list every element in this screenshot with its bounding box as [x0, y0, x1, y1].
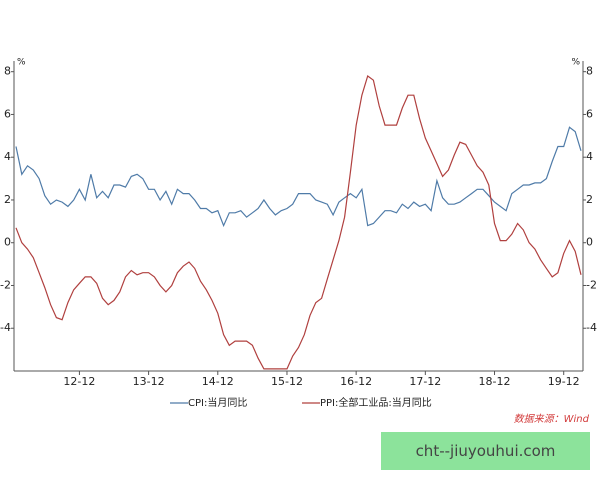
- x-tick-label: 18-12: [479, 375, 511, 388]
- y2-tick-label: 4: [586, 150, 593, 163]
- y-tick-label: 0: [4, 236, 11, 249]
- y2-unit: %: [571, 58, 580, 68]
- legend-label: PPI:全部工业品:当月同比: [320, 396, 432, 409]
- series-line: [15, 75, 582, 370]
- x-tick-label: 16-12: [340, 375, 372, 388]
- source-note: 数据来源：Wind: [514, 413, 590, 425]
- y-unit: %: [17, 58, 26, 68]
- x-tick-label: 15-12: [271, 375, 303, 388]
- y2-tick-label: 2: [586, 193, 593, 206]
- y-tick-label: 2: [4, 193, 11, 206]
- y2-tick-label: 8: [586, 65, 593, 78]
- y2-tick-label: 6: [586, 107, 593, 120]
- series-line: [15, 126, 582, 228]
- watermark: cht--jiuyouhui.com: [381, 432, 590, 470]
- y-tick-label: -2: [0, 278, 11, 291]
- y2-tick-label: 0: [586, 236, 593, 249]
- y2-tick-label: -4: [586, 321, 597, 334]
- y-tick-label: 6: [4, 107, 11, 120]
- y-tick-label: -4: [0, 321, 11, 334]
- x-tick-label: 14-12: [202, 375, 234, 388]
- y-tick-label: 8: [4, 65, 11, 78]
- y-tick-label: 4: [4, 150, 11, 163]
- x-tick-label: 17-12: [409, 375, 441, 388]
- y2-tick-label: -2: [586, 278, 597, 291]
- x-tick-label: 19-12: [548, 375, 580, 388]
- legend-label: CPI:当月同比: [188, 396, 247, 409]
- x-tick-label: 13-12: [133, 375, 165, 388]
- x-tick-label: 12-12: [63, 375, 95, 388]
